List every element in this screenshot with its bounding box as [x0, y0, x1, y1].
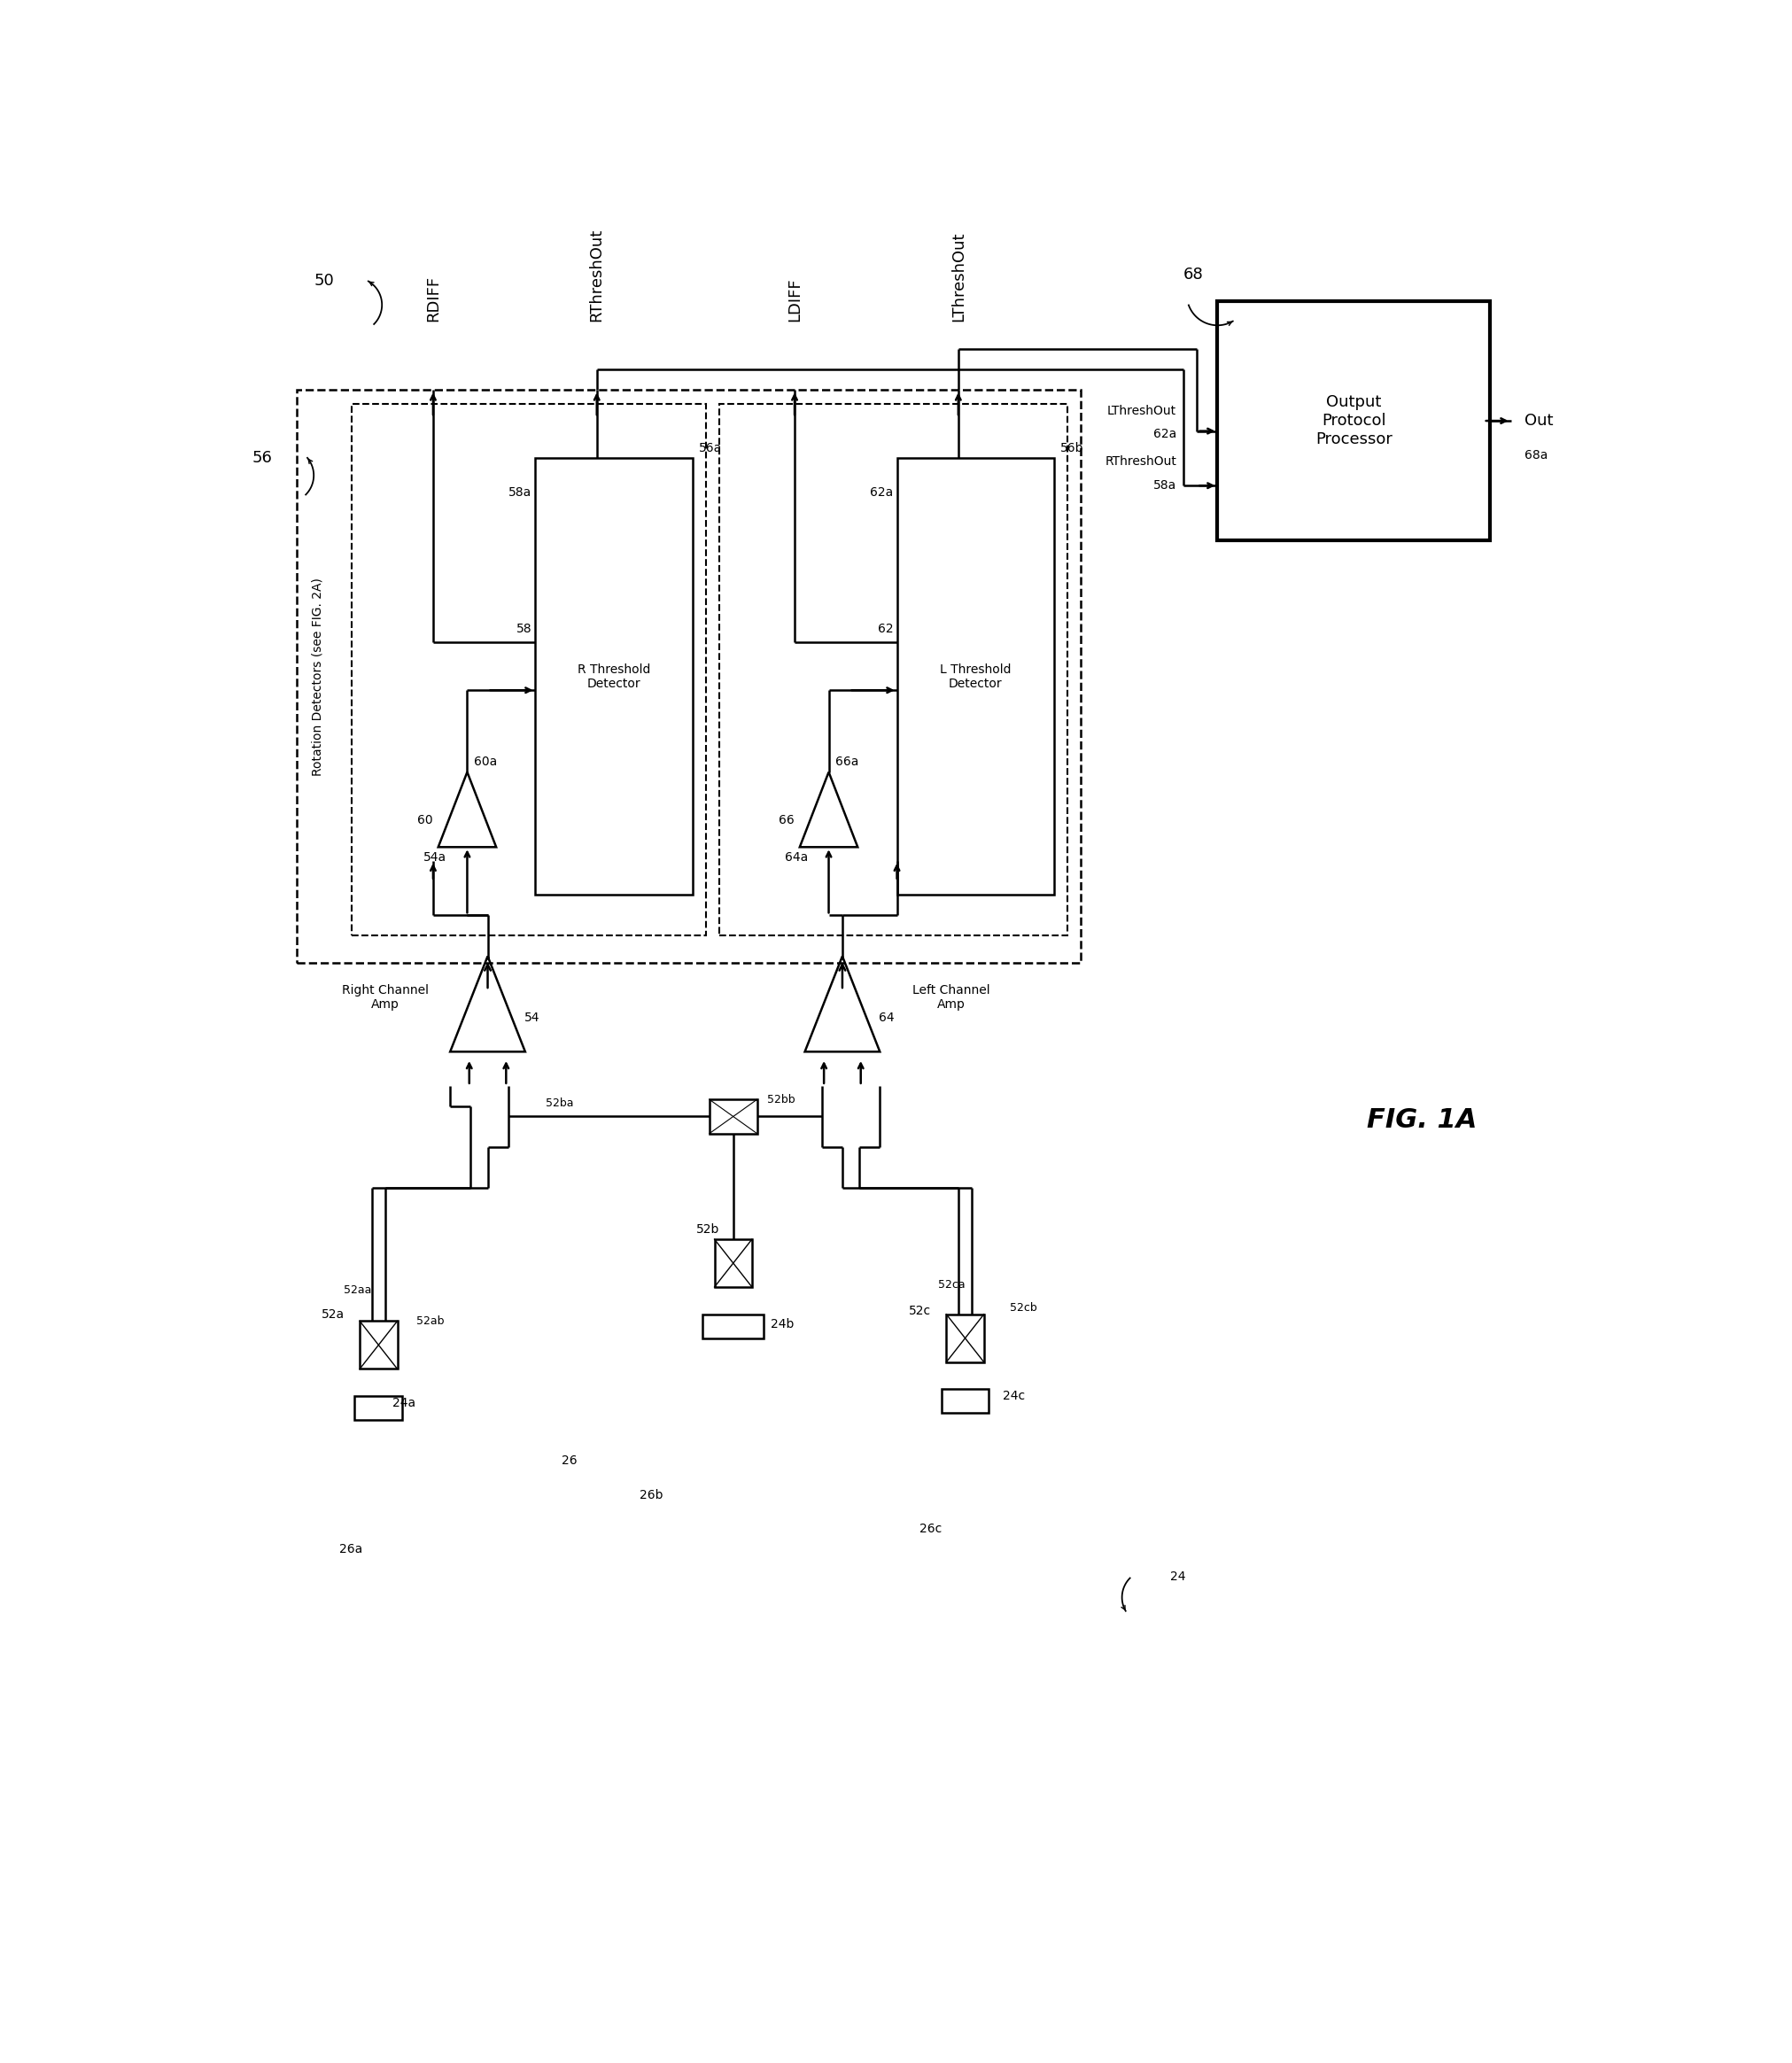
Text: 24: 24 [1170, 1570, 1185, 1582]
Text: 52cb: 52cb [1009, 1302, 1038, 1314]
Text: FIG. 1A: FIG. 1A [1367, 1108, 1477, 1133]
Text: RDIFF: RDIFF [425, 276, 441, 322]
Text: 52aa: 52aa [344, 1285, 371, 1296]
Text: 26a: 26a [340, 1543, 362, 1556]
Text: 24a: 24a [392, 1397, 416, 1409]
Bar [710, 1100, 756, 1133]
Text: 26c: 26c [919, 1522, 943, 1535]
Bar [715, 1240, 753, 1287]
Bar [941, 1388, 989, 1413]
Text: 54a: 54a [423, 852, 446, 864]
Text: LThreshOut: LThreshOut [950, 231, 966, 322]
Text: L Threshold
Detector: L Threshold Detector [939, 662, 1011, 689]
Bar [360, 1320, 398, 1370]
Text: Out: Out [1525, 413, 1554, 429]
Text: 58: 58 [516, 623, 532, 635]
Text: R Threshold
Detector: R Threshold Detector [577, 662, 650, 689]
Text: 24c: 24c [1004, 1390, 1025, 1403]
Text: 66: 66 [780, 813, 794, 825]
Bar [946, 1314, 984, 1362]
Text: 52ab: 52ab [416, 1316, 444, 1327]
Text: 52bb: 52bb [767, 1093, 796, 1106]
Text: 56b: 56b [1061, 441, 1084, 454]
Text: 52a: 52a [321, 1308, 344, 1320]
Text: 50: 50 [314, 272, 333, 289]
Text: Rotation Detectors (see FIG. 2A): Rotation Detectors (see FIG. 2A) [312, 578, 323, 776]
Text: 60: 60 [418, 813, 434, 825]
Bar [720, 404, 1068, 937]
Text: 62: 62 [878, 623, 894, 635]
Text: 58a: 58a [1154, 479, 1177, 491]
Text: Left Channel
Amp: Left Channel Amp [912, 984, 991, 1011]
Text: RThreshOut: RThreshOut [1106, 456, 1177, 468]
Text: Output
Protocol
Processor: Output Protocol Processor [1315, 394, 1392, 448]
Text: RThreshOut: RThreshOut [590, 229, 604, 322]
Text: 58a: 58a [509, 487, 532, 499]
Text: 54: 54 [525, 1011, 539, 1023]
Bar [702, 1314, 763, 1339]
Text: 26: 26 [561, 1454, 577, 1467]
Bar [351, 404, 706, 937]
Bar [297, 390, 1081, 963]
Text: 68a: 68a [1525, 450, 1548, 462]
Bar [898, 458, 1054, 895]
Bar [1217, 301, 1491, 541]
Text: 62a: 62a [871, 487, 894, 499]
Text: 62a: 62a [1154, 429, 1177, 441]
Text: 66a: 66a [835, 755, 858, 767]
Text: LThreshOut: LThreshOut [1107, 404, 1177, 417]
Text: 52ca: 52ca [937, 1279, 966, 1291]
Text: 64: 64 [878, 1011, 894, 1023]
Text: 52ba: 52ba [545, 1098, 573, 1108]
Text: 64a: 64a [785, 852, 808, 864]
Text: 24b: 24b [771, 1318, 794, 1331]
Text: 56: 56 [253, 450, 272, 466]
Text: 52b: 52b [697, 1223, 720, 1236]
Bar [536, 458, 692, 895]
Text: 56a: 56a [699, 441, 722, 454]
Text: LDIFF: LDIFF [787, 279, 803, 322]
Text: 60a: 60a [475, 755, 496, 767]
Text: 26b: 26b [640, 1489, 663, 1502]
Bar [355, 1397, 403, 1419]
Text: 68: 68 [1183, 266, 1204, 283]
Text: 52c: 52c [909, 1304, 932, 1316]
Text: Right Channel
Amp: Right Channel Amp [342, 984, 428, 1011]
